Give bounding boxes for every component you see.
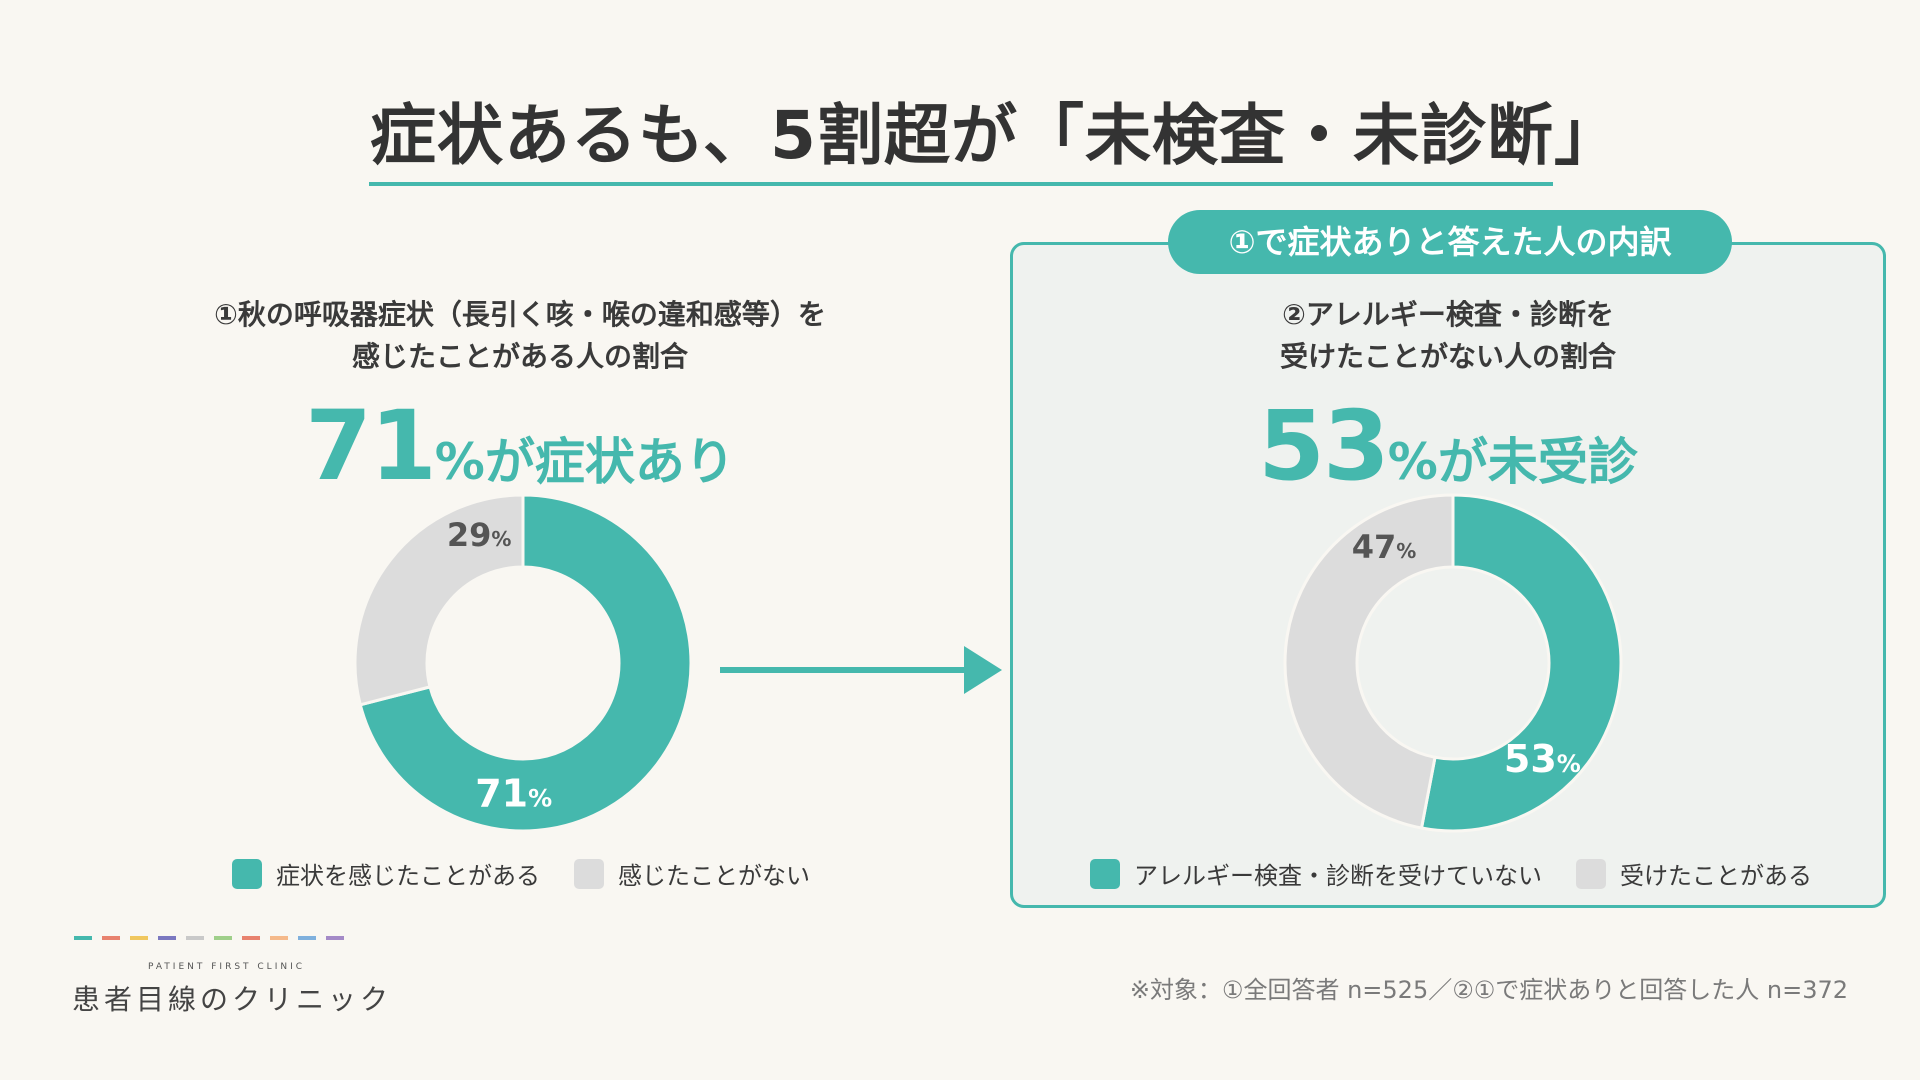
donut-slice-1: [353, 493, 525, 707]
donut-slice-0: [358, 493, 693, 833]
brand-dash-3: [158, 936, 176, 940]
legend-item-no-symptoms: 感じたことがない: [574, 856, 810, 891]
symptom-donut-chart: 71% 29%: [353, 493, 693, 833]
donut-value-label-0: 53%: [1504, 737, 1581, 781]
page-title: 症状あるも、5割超が「未検査・未診断」: [370, 97, 1621, 174]
right-question: ②アレルギー検査・診断を 受けたことがない人の割合: [1068, 294, 1828, 378]
donut-value-label-1: 29%: [447, 516, 512, 554]
brand-name-en: PATIENT FIRST CLINIC: [148, 962, 306, 972]
left-question-line2: 感じたことがある人の割合: [351, 340, 688, 373]
right-headline-number: 53: [1258, 390, 1390, 502]
right-question-line2: 受けたことがない人の割合: [1279, 340, 1616, 373]
brand-dash-1: [102, 936, 120, 940]
breakdown-badge: ①で症状ありと答えた人の内訳: [1168, 210, 1732, 274]
donut-value-label-0: 71%: [475, 772, 552, 816]
left-legend: 症状を感じたことがある 感じたことがない: [232, 856, 810, 891]
footnote: ※対象：①全回答者 n=525／②①で症状ありと回答した人 n=372: [1129, 976, 1848, 1004]
legend-swatch-teal: [1090, 858, 1120, 889]
left-headline-suffix: %が症状あり: [434, 433, 735, 491]
brand-dash-7: [270, 936, 288, 940]
legend-swatch-gray: [1576, 858, 1606, 889]
donut-slice-0: [1419, 493, 1623, 833]
right-legend: アレルギー検査・診断を受けていない 受けたことがある: [1090, 856, 1812, 891]
brand-dash-5: [214, 936, 232, 940]
left-headline: 71%が症状あり: [140, 390, 900, 502]
brand-dash-0: [74, 936, 92, 940]
legend-swatch-gray: [574, 858, 604, 889]
brand-dash-8: [298, 936, 316, 940]
brand-dash-6: [242, 936, 260, 940]
title-underline: [369, 182, 1553, 186]
legend-label: アレルギー検査・診断を受けていない: [1134, 862, 1542, 890]
legend-item-untested: アレルギー検査・診断を受けていない: [1090, 856, 1542, 891]
brand-name-jp: 患者目線のクリニック: [72, 983, 393, 1016]
right-question-line1: ②アレルギー検査・診断を: [1282, 298, 1614, 331]
legend-label: 症状を感じたことがある: [276, 862, 540, 890]
legend-label: 感じたことがない: [618, 862, 810, 890]
brand-dash-2: [130, 936, 148, 940]
left-question: ①秋の呼吸器症状（長引く咳・喉の違和感等）を 感じたことがある人の割合: [140, 294, 900, 378]
donut-slice-1: [1283, 493, 1455, 830]
brand-logo-dashes: [74, 936, 344, 940]
legend-swatch-teal: [232, 858, 262, 889]
right-headline-suffix: %が未受診: [1387, 433, 1638, 491]
right-headline: 53%が未受診: [1068, 390, 1828, 502]
legend-item-tested: 受けたことがある: [1576, 856, 1812, 891]
left-headline-number: 71: [305, 390, 437, 502]
legend-label: 受けたことがある: [1620, 862, 1812, 890]
brand-dash-9: [326, 936, 344, 940]
legend-item-has-symptoms: 症状を感じたことがある: [232, 856, 540, 891]
donut-value-label-1: 47%: [1352, 528, 1417, 566]
left-question-line1: ①秋の呼吸器症状（長引く咳・喉の違和感等）を: [214, 298, 826, 331]
brand-dash-4: [186, 936, 204, 940]
arrow-icon: [720, 646, 1002, 694]
untested-donut-chart: 53% 47%: [1283, 493, 1623, 833]
